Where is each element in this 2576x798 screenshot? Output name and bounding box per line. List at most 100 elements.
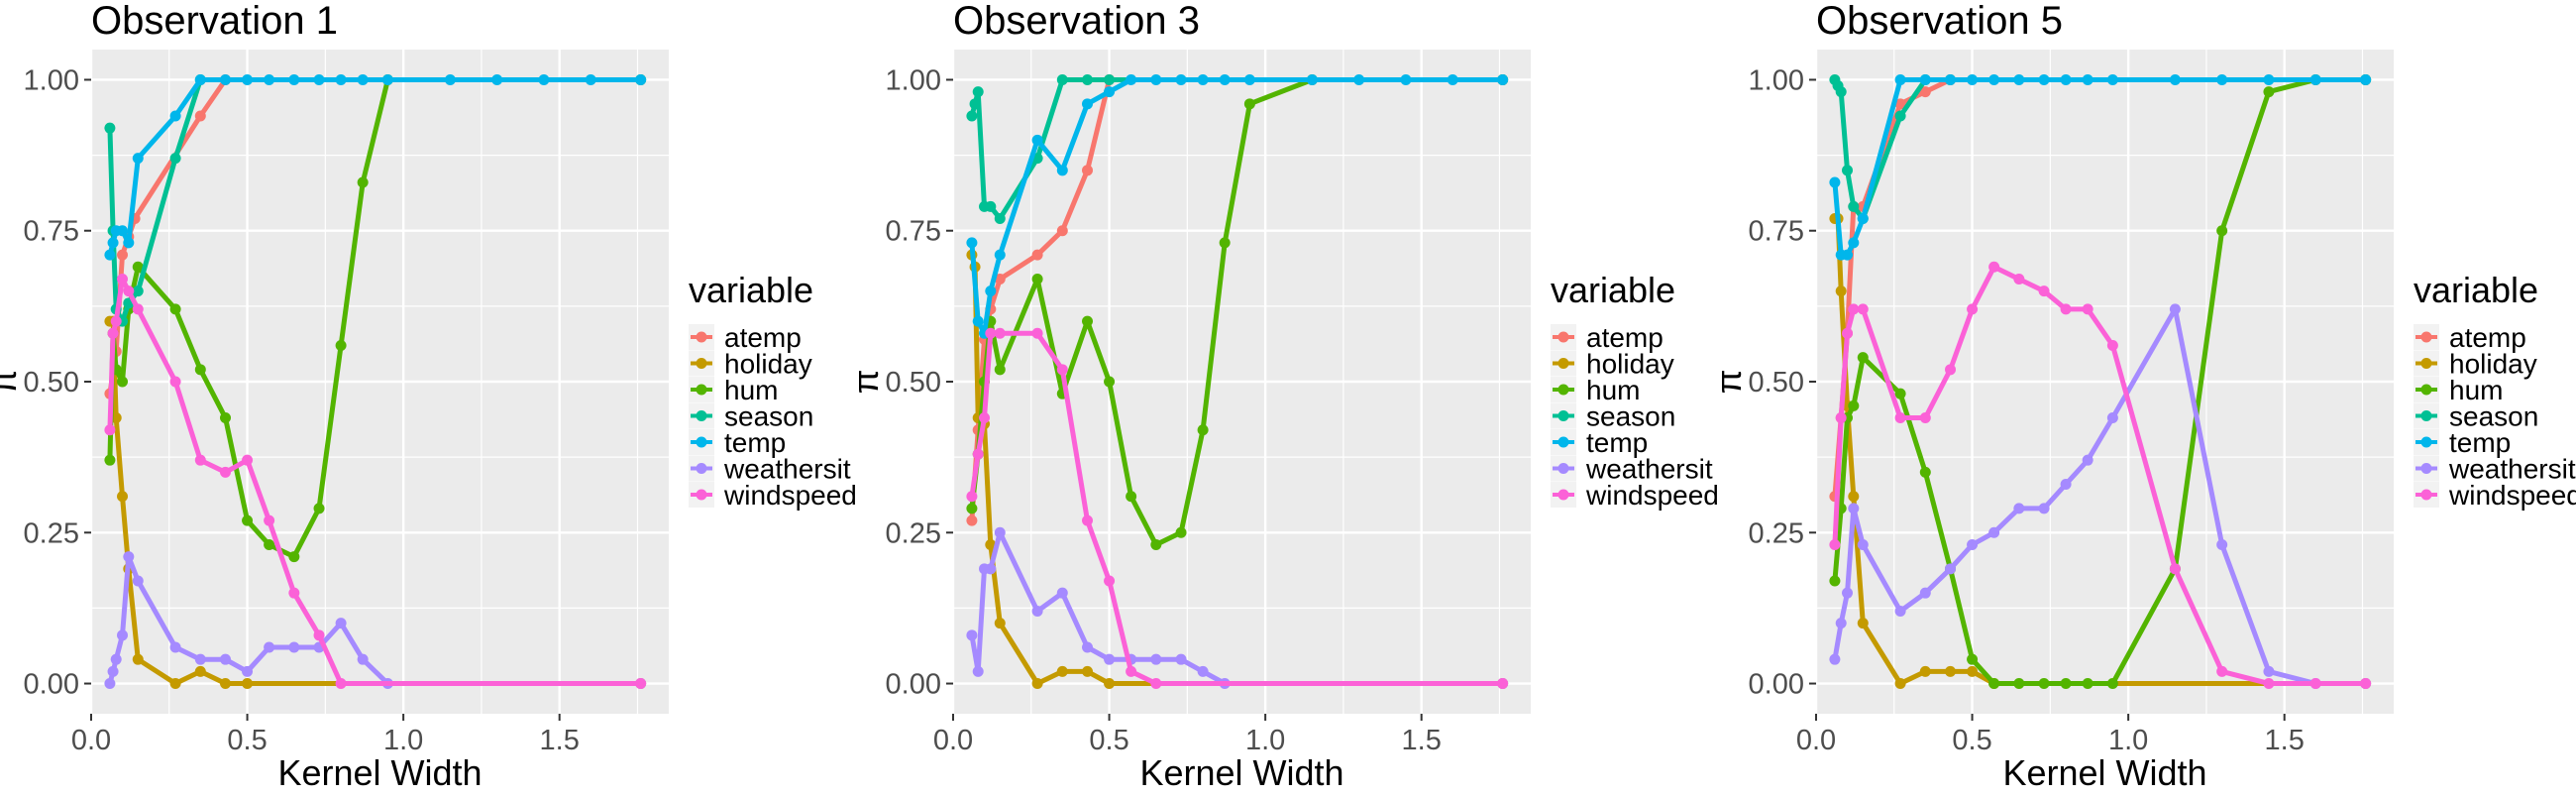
data-point-temp (1919, 73, 1931, 85)
data-point-temp (313, 73, 325, 85)
data-point-holiday (1056, 665, 1068, 677)
data-point-windspeed (1031, 327, 1043, 339)
data-point-temp (635, 73, 647, 85)
series-weathersit (104, 551, 647, 690)
legend-item-weathersit: weathersit (1551, 454, 1713, 485)
data-point-weathersit (220, 653, 232, 665)
data-point-hum (2038, 678, 2050, 690)
legend-label: hum (724, 375, 778, 405)
data-point-temp (132, 153, 144, 165)
data-point-windspeed (264, 514, 275, 526)
data-point-windspeed (1842, 327, 1854, 339)
series-hum (104, 73, 647, 563)
data-point-hum (2216, 225, 2228, 237)
data-point-atemp (1031, 249, 1043, 261)
legend-key-point (1557, 358, 1569, 369)
panel-title: Observation 5 (1816, 0, 2063, 43)
data-point-weathersit (1056, 587, 1068, 599)
data-point-weathersit (110, 653, 122, 665)
data-point-hum (242, 514, 254, 526)
data-point-windspeed (1919, 412, 1931, 424)
data-point-holiday (169, 678, 181, 690)
data-point-weathersit (242, 665, 254, 677)
legend-label: windspeed (1585, 480, 1719, 511)
data-point-hum (264, 538, 275, 550)
x-tick-label: 0.5 (1089, 725, 1128, 756)
data-point-weathersit (1842, 587, 1854, 599)
panel-title: Observation 1 (91, 0, 338, 43)
series-line-hum (1832, 77, 2369, 686)
data-point-windspeed (117, 273, 129, 285)
data-point-temp (2106, 73, 2118, 85)
x-tick-label: 1.5 (1402, 725, 1442, 756)
data-point-season (969, 98, 981, 110)
data-point-temp (1967, 73, 1979, 85)
data-point-atemp (117, 249, 129, 261)
data-point-holiday (1082, 665, 1094, 677)
data-point-windspeed (1945, 364, 1957, 376)
data-point-windspeed (110, 315, 122, 327)
legend-key-point (1557, 489, 1569, 501)
y-axis-label: π (0, 370, 24, 395)
y-tick-label: 0.00 (886, 669, 941, 701)
data-point-weathersit (1082, 641, 1094, 653)
data-point-windspeed (2013, 273, 2025, 285)
data-point-holiday (1919, 665, 1931, 677)
x-axis-label: Kernel Width (277, 752, 482, 793)
data-point-windspeed (194, 454, 206, 466)
data-point-temp (169, 110, 181, 122)
legend-key-point (1557, 463, 1569, 474)
x-tick-label: 0.0 (71, 725, 111, 756)
data-point-windspeed (2082, 303, 2093, 315)
series-temp (1829, 73, 2372, 261)
data-point-windspeed (2263, 678, 2275, 690)
x-tick-label: 1.0 (1245, 725, 1285, 756)
y-tick-label: 0.50 (1749, 367, 1804, 399)
data-point-hum (1104, 376, 1116, 388)
data-point-weathersit (1848, 503, 1860, 514)
x-tick-label: 1.0 (2108, 725, 2148, 756)
legend-key-point (696, 384, 707, 396)
y-tick-label: 1.00 (1749, 64, 1804, 96)
data-point-weathersit (2082, 454, 2093, 466)
series-windspeed (966, 327, 1509, 690)
data-point-holiday (1835, 285, 1847, 297)
data-point-windspeed (972, 448, 984, 460)
x-tick-label: 1.0 (383, 725, 423, 756)
data-point-weathersit (288, 641, 300, 653)
data-point-temp (2309, 73, 2321, 85)
y-tick-label: 0.50 (24, 367, 79, 399)
data-point-holiday (1945, 665, 1957, 677)
data-point-season (1835, 86, 1847, 98)
data-point-weathersit (132, 575, 144, 587)
data-point-temp (194, 73, 206, 85)
data-point-atemp (1919, 86, 1931, 98)
data-point-temp (242, 73, 254, 85)
y-tick-label: 0.50 (886, 367, 941, 399)
data-point-weathersit (1967, 538, 1979, 550)
series-line-weathersit (1832, 306, 2369, 686)
data-point-weathersit (1150, 653, 1162, 665)
y-axis-label: π (845, 370, 886, 395)
legend-label: season (2449, 401, 2538, 432)
data-point-temp (1175, 73, 1187, 85)
data-point-weathersit (2216, 538, 2228, 550)
data-point-atemp (1082, 165, 1094, 176)
y-tick-label: 0.75 (1749, 216, 1804, 248)
data-point-windspeed (1150, 678, 1162, 690)
data-point-weathersit (335, 618, 347, 629)
legend-key-point (2420, 463, 2432, 474)
legend-key-point (1557, 410, 1569, 421)
series-windspeed (104, 273, 647, 690)
legend-label: season (1586, 401, 1675, 432)
legend-label: hum (1586, 375, 1640, 405)
data-point-season (132, 285, 144, 297)
data-point-hum (1126, 491, 1137, 503)
data-point-windspeed (288, 587, 300, 599)
legend-item-hum: hum (1551, 375, 1640, 405)
data-point-holiday (1894, 678, 1906, 690)
data-point-windspeed (169, 376, 181, 388)
data-point-temp (2263, 73, 2275, 85)
